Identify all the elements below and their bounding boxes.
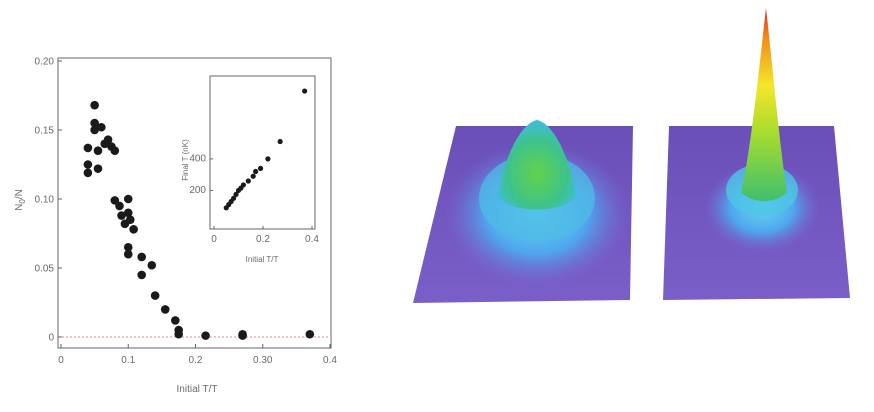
- inset-data-point: [233, 191, 239, 197]
- main-points: [83, 100, 315, 340]
- main-data-point: [201, 331, 210, 340]
- main-data-point: [83, 160, 93, 169]
- main-data-point: [147, 260, 157, 270]
- main-data-point: [305, 329, 315, 339]
- main-x-tick-label: 0: [58, 355, 64, 366]
- main-data-point: [93, 146, 103, 155]
- main-ylabel: N0/N: [14, 189, 27, 211]
- main-data-point: [123, 243, 133, 252]
- main-y-tick-label: 0.10: [35, 194, 55, 205]
- main-data-point: [117, 211, 126, 220]
- inset-data-point: [240, 182, 246, 188]
- main-y-tick-label: 0.05: [35, 263, 55, 274]
- main-axes: 0 0.1 0.2 0.30 0.400.050.100.150.20: [35, 56, 338, 366]
- main-data-point: [137, 252, 146, 262]
- main-data-point: [93, 164, 103, 173]
- main-plot: 0 0.1 0.2 0.30 0.400.050.100.150.20 Initial …: [14, 56, 337, 395]
- main-data-point: [123, 194, 133, 204]
- inset-data-point: [231, 195, 237, 201]
- main-data-point: [123, 208, 133, 218]
- main-xlabel: Initial T/T: [177, 384, 218, 395]
- inset-plot: 0 0.2 0.4 200 400 Initial T/T Final T (nK): [181, 75, 319, 264]
- inset-data-point: [250, 173, 256, 179]
- main-data-point: [150, 291, 160, 300]
- inset-data-point: [253, 168, 259, 175]
- density-plot-condensate-peak: [663, 8, 850, 300]
- central-dome: [498, 120, 576, 210]
- main-data-point: [129, 225, 138, 234]
- main-y-tick-label: 0.20: [35, 56, 55, 67]
- inset-x-tick-label: 0.2: [256, 234, 270, 245]
- main-data-point: [115, 201, 124, 211]
- main-data-point: [83, 168, 93, 178]
- main-data-point: [160, 305, 170, 314]
- main-x-tick-label: 0.2: [189, 355, 203, 366]
- main-data-point: [97, 122, 106, 132]
- inset-axes: 0 0.2 0.4 200 400: [189, 154, 319, 245]
- inset-y-tick-label: 200: [189, 185, 206, 196]
- inset-x-tick-label: 0.4: [305, 234, 319, 245]
- main-data-point: [90, 100, 99, 110]
- inset-x-tick-label: 0: [211, 234, 217, 245]
- main-y-tick-label: 0: [48, 332, 54, 343]
- main-x-tick-label: 0.4: [323, 355, 337, 366]
- main-data-point: [110, 146, 120, 155]
- inset-data-point: [265, 156, 271, 162]
- main-y-tick-label: 0.15: [35, 125, 55, 136]
- inset-points: [223, 88, 308, 211]
- inset-y-tick-label: 400: [189, 154, 206, 165]
- main-data-point: [238, 331, 247, 340]
- main-plot-frame: [57, 57, 332, 349]
- main-data-point: [83, 143, 93, 153]
- inset-ylabel: Final T (nK): [181, 139, 190, 181]
- main-data-point: [103, 135, 113, 144]
- main-x-tick-label: 0.30: [253, 355, 273, 366]
- inset-data-point: [245, 178, 251, 184]
- main-data-point: [90, 125, 99, 135]
- main-data-point: [137, 270, 146, 280]
- main-data-point: [171, 316, 180, 325]
- main-data-point: [90, 118, 99, 128]
- main-data-point: [174, 329, 183, 339]
- inset-data-point: [277, 138, 283, 145]
- inset-data-point: [302, 88, 308, 94]
- main-data-point: [125, 215, 135, 224]
- main-x-tick-label: 0.1: [121, 355, 135, 366]
- inset-xlabel: Initial T/T: [246, 255, 279, 264]
- condensate-peak: [741, 8, 787, 201]
- inset-data-point: [257, 165, 264, 171]
- density-plot-thermal-cloud: [413, 120, 633, 303]
- main-data-point: [123, 249, 133, 259]
